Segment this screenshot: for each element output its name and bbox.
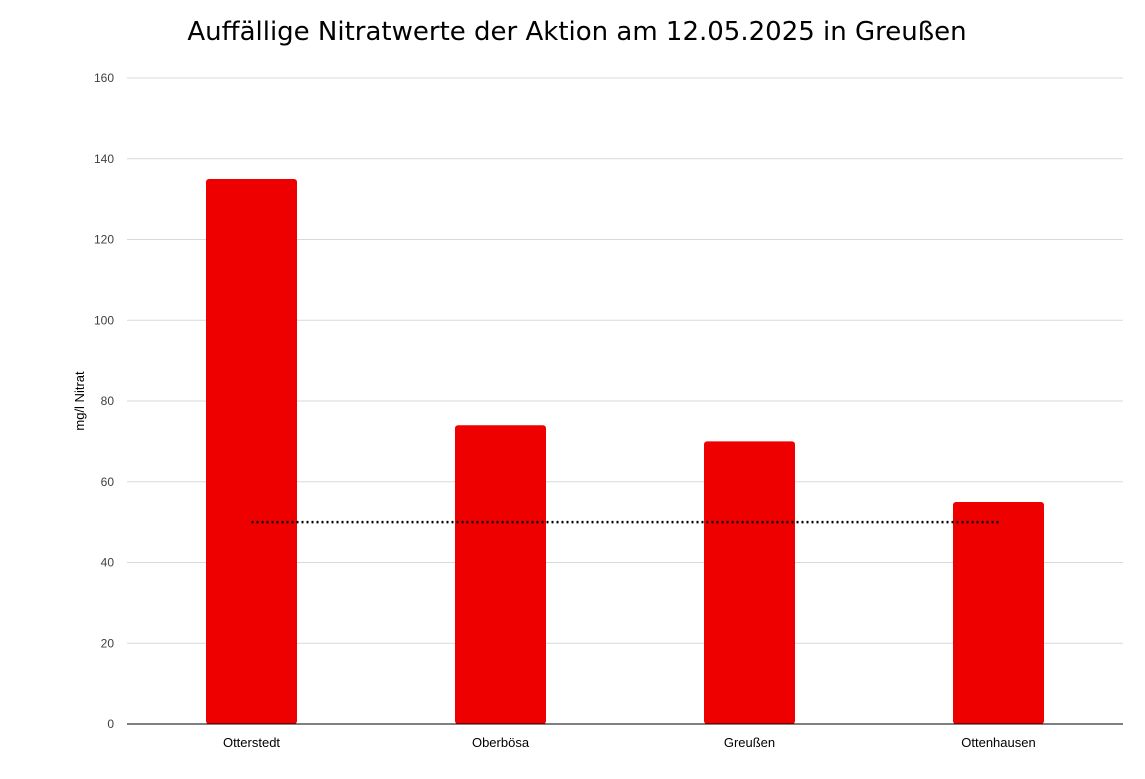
y-tick-label: 160 — [94, 71, 114, 85]
y-tick-label: 120 — [94, 233, 114, 247]
bars — [206, 178, 1044, 724]
y-tick-label: 100 — [94, 313, 114, 327]
bar-oberbösa — [455, 425, 546, 724]
y-axis-label: mg/l Nitrat — [72, 371, 87, 431]
x-category-label: Otterstedt — [223, 735, 280, 750]
bar-ottenhausen — [953, 501, 1044, 724]
bar-greußen — [704, 441, 795, 724]
bar-otterstedt — [206, 178, 297, 724]
y-axis-tick-labels: 0 20 40 60 80 100 120 140 160 — [94, 71, 114, 731]
y-tick-label: 0 — [107, 717, 114, 731]
y-tick-label: 60 — [101, 475, 115, 489]
x-category-label: Oberbösa — [472, 735, 530, 750]
x-category-label: Greußen — [724, 735, 775, 750]
x-axis-category-labels: Otterstedt Oberbösa Greußen Ottenhausen — [223, 735, 1036, 750]
y-tick-label: 140 — [94, 152, 114, 166]
chart-title: Auffällige Nitratwerte der Aktion am 12.… — [187, 17, 966, 47]
y-tick-label: 20 — [101, 636, 115, 650]
y-tick-label: 40 — [101, 556, 115, 570]
x-category-label: Ottenhausen — [961, 735, 1035, 750]
y-tick-label: 80 — [101, 394, 115, 408]
